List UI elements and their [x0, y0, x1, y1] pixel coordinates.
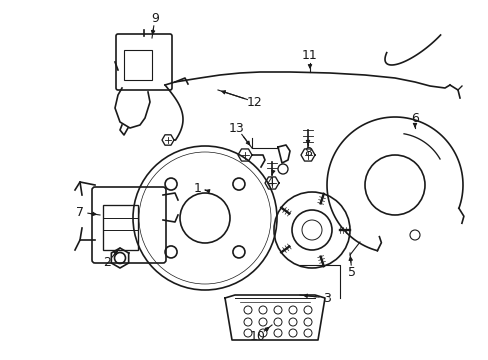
Text: 8: 8: [304, 145, 311, 158]
Text: 12: 12: [246, 95, 263, 108]
Text: 4: 4: [265, 176, 273, 189]
Text: 6: 6: [410, 112, 418, 125]
Text: 1: 1: [194, 181, 202, 194]
Text: 3: 3: [323, 292, 330, 305]
Text: 11: 11: [302, 49, 317, 62]
Text: 10: 10: [249, 329, 265, 342]
Text: 13: 13: [229, 122, 244, 135]
Bar: [103, 205, 138, 250]
Text: 5: 5: [347, 266, 355, 279]
Text: 7: 7: [76, 206, 84, 219]
Text: 2: 2: [103, 256, 111, 270]
Bar: [124, 50, 152, 80]
Text: 9: 9: [151, 12, 159, 24]
